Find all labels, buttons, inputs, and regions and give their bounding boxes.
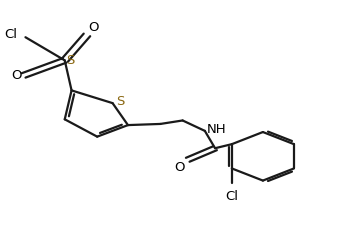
Text: Cl: Cl	[226, 190, 238, 203]
Text: O: O	[11, 69, 22, 82]
Text: Cl: Cl	[4, 28, 17, 41]
Text: NH: NH	[206, 123, 226, 136]
Text: S: S	[116, 95, 124, 109]
Text: S: S	[66, 54, 75, 67]
Text: O: O	[89, 21, 99, 34]
Text: O: O	[174, 161, 184, 174]
